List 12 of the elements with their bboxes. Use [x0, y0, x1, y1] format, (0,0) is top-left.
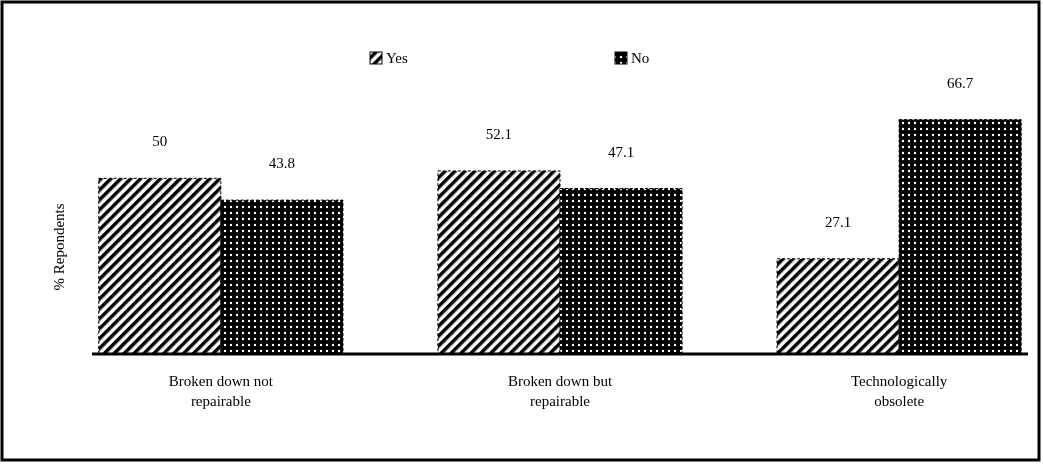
legend-label: Yes [386, 50, 408, 66]
y-axis-title: % Repondents [51, 203, 67, 291]
data-label: 52.1 [485, 125, 513, 142]
data-label: 66.7 [947, 74, 974, 91]
data-label: 47.1 [607, 143, 635, 160]
x-tick-label: Broken down but repairable [507, 373, 613, 409]
data-label: 43.8 [268, 155, 296, 172]
x-tick-label: Technologically obsolete [850, 373, 948, 409]
data-label: 50 [152, 133, 168, 150]
x-tick-label: Broken down not repairable [168, 373, 274, 409]
legend-label: No [631, 50, 650, 66]
data-label: 27.1 [824, 213, 852, 230]
